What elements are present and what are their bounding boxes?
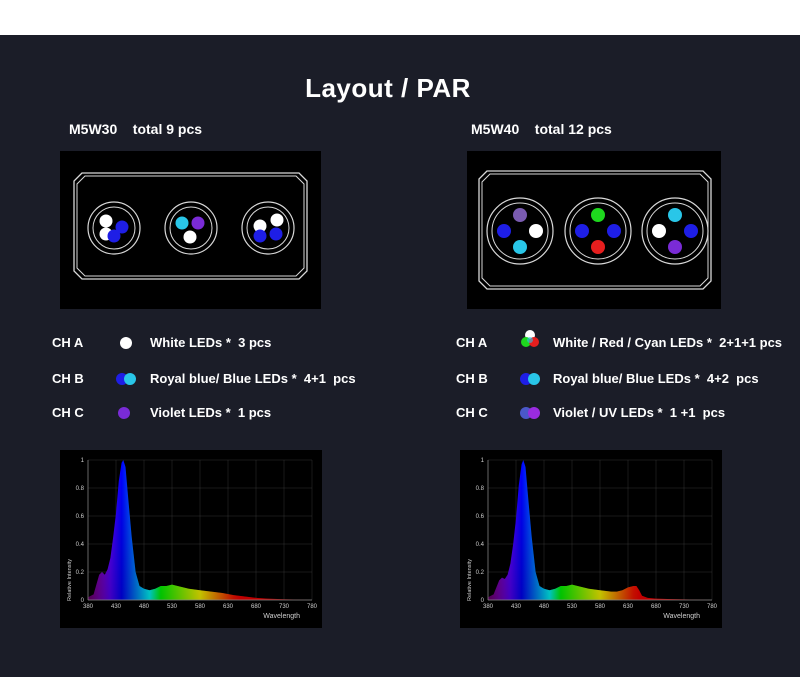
y-tick-label: 0.4 (476, 542, 485, 548)
led-dot (269, 227, 283, 241)
channel-label: CH C (456, 405, 488, 420)
led-dot (253, 219, 267, 233)
left-led-layout (60, 151, 321, 309)
left-model-heading: M5W30 total 9 pcs (69, 121, 202, 137)
led-dot (107, 229, 121, 243)
y-tick-label: 0.2 (76, 570, 85, 576)
led-dot (529, 224, 543, 238)
y-tick-label: 0 (481, 598, 485, 604)
x-tick-label: 480 (539, 604, 550, 610)
spectrum-shade (488, 460, 712, 600)
x-tick-label: 680 (651, 604, 662, 610)
channel-desc: Royal blue/ Blue LEDs * 4+1 pcs (150, 371, 356, 386)
x-tick-label: 530 (567, 604, 578, 610)
right-spectrum-chart: 380 430 480 530 580 630 680 730 780 1 0.8 0.6 0.4 0.2… (460, 450, 722, 628)
x-tick-label: 680 (251, 604, 262, 610)
channel-desc: Violet / UV LEDs * 1 +1 pcs (553, 405, 726, 420)
channel-label: CH C (52, 405, 84, 420)
right-model-heading: M5W40 total 12 pcs (471, 121, 612, 137)
led-dot (175, 216, 189, 230)
x-axis-label: Wavelength (263, 613, 300, 620)
x-tick-label: 780 (307, 604, 318, 610)
channel-desc: Royal blue/ Blue LEDs * 4+2 pcs (553, 371, 759, 386)
channel-label: CH A (456, 335, 488, 350)
channel-label: CH B (52, 371, 84, 386)
right-total: total 12 pcs (534, 121, 612, 137)
x-tick-label: 430 (111, 604, 122, 610)
left-spectrum-svg: 380 430 480 530 580 630 680 730 780 1 0.8 0.6 0.4 0.2… (67, 458, 318, 620)
left-led-layout-diagram (73, 172, 308, 280)
left-model-name: M5W30 (69, 121, 118, 137)
led-cluster (164, 201, 218, 255)
y-tick-label: 0.2 (476, 570, 485, 576)
x-tick-label: 730 (279, 604, 290, 610)
x-tick-label: 580 (595, 604, 606, 610)
violet-led-swatch (114, 405, 134, 424)
x-tick-label: 630 (223, 604, 234, 610)
led-dot (191, 216, 205, 230)
channel-desc: White / Red / Cyan LEDs * 2+1+1 pcs (553, 335, 783, 350)
led-dot (99, 214, 113, 228)
led-cluster (641, 197, 709, 265)
led-dot (115, 220, 129, 234)
channel-label: CH B (456, 371, 488, 386)
led-dot (591, 240, 605, 254)
led-dot (652, 224, 666, 238)
led-dot (270, 213, 284, 227)
y-tick-label: 1 (81, 458, 85, 464)
x-tick-label: 580 (195, 604, 206, 610)
led-dot (668, 240, 682, 254)
spectrum-shade (88, 460, 312, 600)
blue-led-swatch (114, 371, 140, 390)
led-dot (253, 229, 267, 243)
y-tick-label: 0.6 (76, 514, 85, 520)
x-tick-label: 380 (83, 604, 94, 610)
y-tick-label: 1 (481, 458, 485, 464)
page-title: Layout / PAR (305, 73, 471, 103)
left-total: total 9 pcs (132, 121, 203, 137)
led-cluster (87, 201, 141, 255)
led-dot (668, 208, 682, 222)
x-tick-label: 480 (139, 604, 150, 610)
x-tick-label: 530 (167, 604, 178, 610)
white-led-swatch (116, 335, 136, 354)
y-axis-label: Relative Intensity (467, 559, 473, 601)
left-spectrum-chart: 380 430 480 530 580 630 680 730 780 1 0.8 0.6 0.4 0.2… (60, 450, 322, 628)
x-tick-label: 780 (707, 604, 718, 610)
right-led-layout-diagram (478, 170, 712, 290)
y-tick-label: 0.6 (476, 514, 485, 520)
led-dot (513, 240, 527, 254)
led-cluster (486, 197, 554, 265)
right-model-name: M5W40 (471, 121, 520, 137)
led-dot (607, 224, 621, 238)
x-tick-label: 430 (511, 604, 522, 610)
led-dot (183, 230, 197, 244)
violet-uv-led-swatch (518, 405, 544, 424)
led-dot (513, 208, 527, 222)
channel-desc: White LEDs * 3 pcs (150, 335, 272, 350)
led-dot (575, 224, 589, 238)
y-tick-label: 0.4 (76, 542, 85, 548)
y-axis-label: Relative Intensity (67, 559, 73, 601)
led-cluster (241, 201, 295, 255)
blue-led-swatch (518, 371, 544, 390)
y-tick-label: 0.8 (76, 486, 85, 492)
led-dot (591, 208, 605, 222)
y-tick-label: 0 (81, 598, 85, 604)
right-led-layout (467, 151, 721, 309)
x-tick-label: 380 (483, 604, 494, 610)
x-tick-label: 730 (679, 604, 690, 610)
x-axis-label: Wavelength (663, 613, 700, 620)
channel-desc: Violet LEDs * 1 pcs (150, 405, 272, 420)
channel-label: CH A (52, 335, 84, 350)
led-dot (684, 224, 698, 238)
y-tick-label: 0.8 (476, 486, 485, 492)
right-spectrum-svg: 380 430 480 530 580 630 680 730 780 1 0.8 0.6 0.4 0.2… (467, 458, 718, 620)
rgb-led-swatch (518, 329, 544, 354)
x-tick-label: 630 (623, 604, 634, 610)
led-cluster (564, 197, 632, 265)
led-dot (497, 224, 511, 238)
